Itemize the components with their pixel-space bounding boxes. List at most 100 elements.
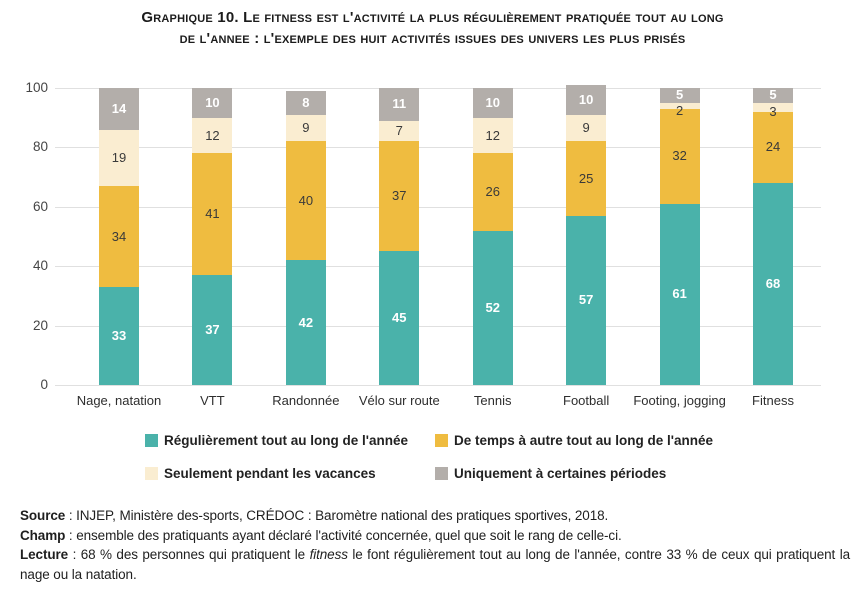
bar-value-label: 9 — [302, 120, 310, 136]
x-axis-category-label: Football — [563, 393, 610, 408]
bar-segment — [753, 183, 793, 385]
plot-area: 33 34 19 14 37 41 12 10 42 40 9 8 45 37 7 11 52 26 12 10 57 2… — [55, 85, 821, 386]
legend-item: Uniquement à certaines périodes — [435, 466, 713, 481]
bar-segment — [379, 141, 420, 252]
bar-value-label: 40 — [298, 192, 314, 208]
legend-swatch — [145, 434, 158, 447]
y-axis-tick-label: 20 — [32, 317, 48, 333]
bar-value-label: 45 — [392, 310, 407, 326]
y-axis-tick-label: 40 — [32, 258, 48, 274]
bar-segment — [99, 186, 139, 287]
chart-title: Graphique 10. Le fitness est l'activité … — [0, 7, 865, 49]
bar-value-label: 5 — [675, 87, 684, 103]
x-axis-category-label: Fitness — [752, 393, 794, 408]
bar-segment — [472, 117, 513, 154]
bar-value-label: 42 — [298, 314, 314, 330]
bar-value-label: 61 — [672, 286, 687, 302]
gridline — [55, 147, 821, 149]
bar-segment — [659, 88, 700, 103]
bar-segment — [566, 215, 607, 385]
legend-item: Régulièrement tout au long de l'année — [145, 433, 435, 448]
bar-value-label: 12 — [205, 127, 220, 143]
bar-value-label: 52 — [485, 299, 500, 315]
bar-segment — [285, 114, 326, 142]
bar-segment — [285, 141, 326, 261]
legend-item: Seulement pendant les vacances — [145, 466, 435, 481]
bar-segment — [472, 88, 513, 118]
bar-value-label: 37 — [392, 188, 407, 204]
bar-value-label: 41 — [205, 206, 220, 222]
note-source: Source : INJEP, Ministère des-sports, CR… — [20, 508, 609, 523]
x-axis-category-label: Nage, natation — [76, 393, 162, 408]
chart-title-line-2: de l'annee : l'exemple des huit activité… — [179, 30, 686, 47]
bar-segment — [659, 108, 700, 204]
bar-segment — [192, 117, 233, 154]
legend-swatch — [435, 434, 448, 447]
bar-segment — [753, 88, 793, 103]
x-axis-category-label: Randonnée — [272, 393, 340, 408]
bar-value-label: 32 — [672, 148, 687, 164]
legend-item: De temps à autre tout au long de l'année — [435, 433, 713, 448]
bar-value-label: 10 — [578, 91, 594, 107]
bar-value-label: 3 — [769, 104, 777, 120]
bar-value-label: 8 — [302, 94, 310, 110]
bar-value-label: 14 — [111, 100, 127, 116]
bar-value-label: 11 — [392, 96, 407, 112]
legend-label: Seulement pendant les vacances — [164, 466, 376, 481]
bar-value-label: 9 — [582, 120, 590, 136]
gridline — [55, 325, 821, 327]
bar-segment — [566, 114, 607, 142]
x-axis-category-label: Footing, jogging — [633, 393, 726, 408]
bar-segment — [99, 129, 139, 187]
bar-segment — [472, 153, 513, 231]
note-champ: Champ : ensemble des pratiquants ayant d… — [20, 527, 622, 543]
gridline — [55, 385, 821, 386]
legend-swatch — [435, 467, 448, 480]
chart-notes: Source : INJEP, Ministère des-sports, CR… — [20, 506, 850, 584]
bar-segment — [566, 141, 607, 216]
bar-value-label: 24 — [765, 139, 781, 155]
bar-segment — [566, 85, 607, 115]
gridline — [55, 88, 821, 89]
bar-value-label: 68 — [765, 276, 781, 292]
bar-segment — [192, 153, 233, 276]
bar-segment — [99, 88, 139, 130]
bar-value-label: 7 — [395, 123, 403, 139]
bar-value-label: 37 — [205, 322, 220, 338]
gridline — [55, 206, 821, 208]
bar-segment — [659, 203, 700, 385]
bar-value-label: 26 — [485, 183, 500, 199]
gridline — [55, 266, 821, 268]
x-axis-category-label: Tennis — [473, 393, 512, 408]
x-axis-category-label: Vélo sur route — [358, 393, 440, 408]
bar-segment — [192, 88, 233, 118]
bar-value-label: 34 — [111, 228, 127, 244]
chart-title-line-1: Graphique 10. Le fitness est l'activité … — [141, 9, 724, 26]
y-axis-tick-label: 60 — [32, 198, 48, 214]
note-lecture: Lecture : 68 % des personnes qui pratiqu… — [20, 547, 851, 582]
bar-segment — [379, 251, 420, 385]
y-axis-tick-label: 100 — [25, 80, 48, 95]
legend-label: Régulièrement tout au long de l'année — [164, 433, 408, 448]
legend-label: Uniquement à certaines périodes — [454, 466, 667, 481]
legend-label: De temps à autre tout au long de l'année — [454, 433, 714, 448]
legend-swatch — [145, 467, 158, 480]
bar-value-label: 57 — [578, 292, 594, 308]
bar-segment — [192, 275, 233, 385]
bar-value-label: 10 — [485, 94, 500, 110]
bar-segment — [379, 88, 420, 121]
y-axis-tick-label: 80 — [32, 139, 48, 155]
bar-segment — [753, 102, 793, 112]
chart-legend: Régulièrement tout au long de l'année De … — [145, 433, 713, 481]
bar-value-label: 12 — [485, 127, 500, 143]
bar-segment — [472, 230, 513, 385]
bar-segment — [753, 111, 793, 184]
x-axis-category-label: VTT — [200, 393, 225, 408]
bar-value-label: 5 — [769, 87, 777, 103]
bar-value-label: 33 — [111, 327, 127, 343]
bar-value-label: 2 — [675, 102, 684, 118]
bar-segment — [379, 120, 420, 142]
stacked-bar-chart: 33 34 19 14 37 41 12 10 42 40 9 8 45 37 7 11 52 26 12 10 57 2… — [0, 75, 865, 425]
bar-segment — [285, 90, 326, 115]
